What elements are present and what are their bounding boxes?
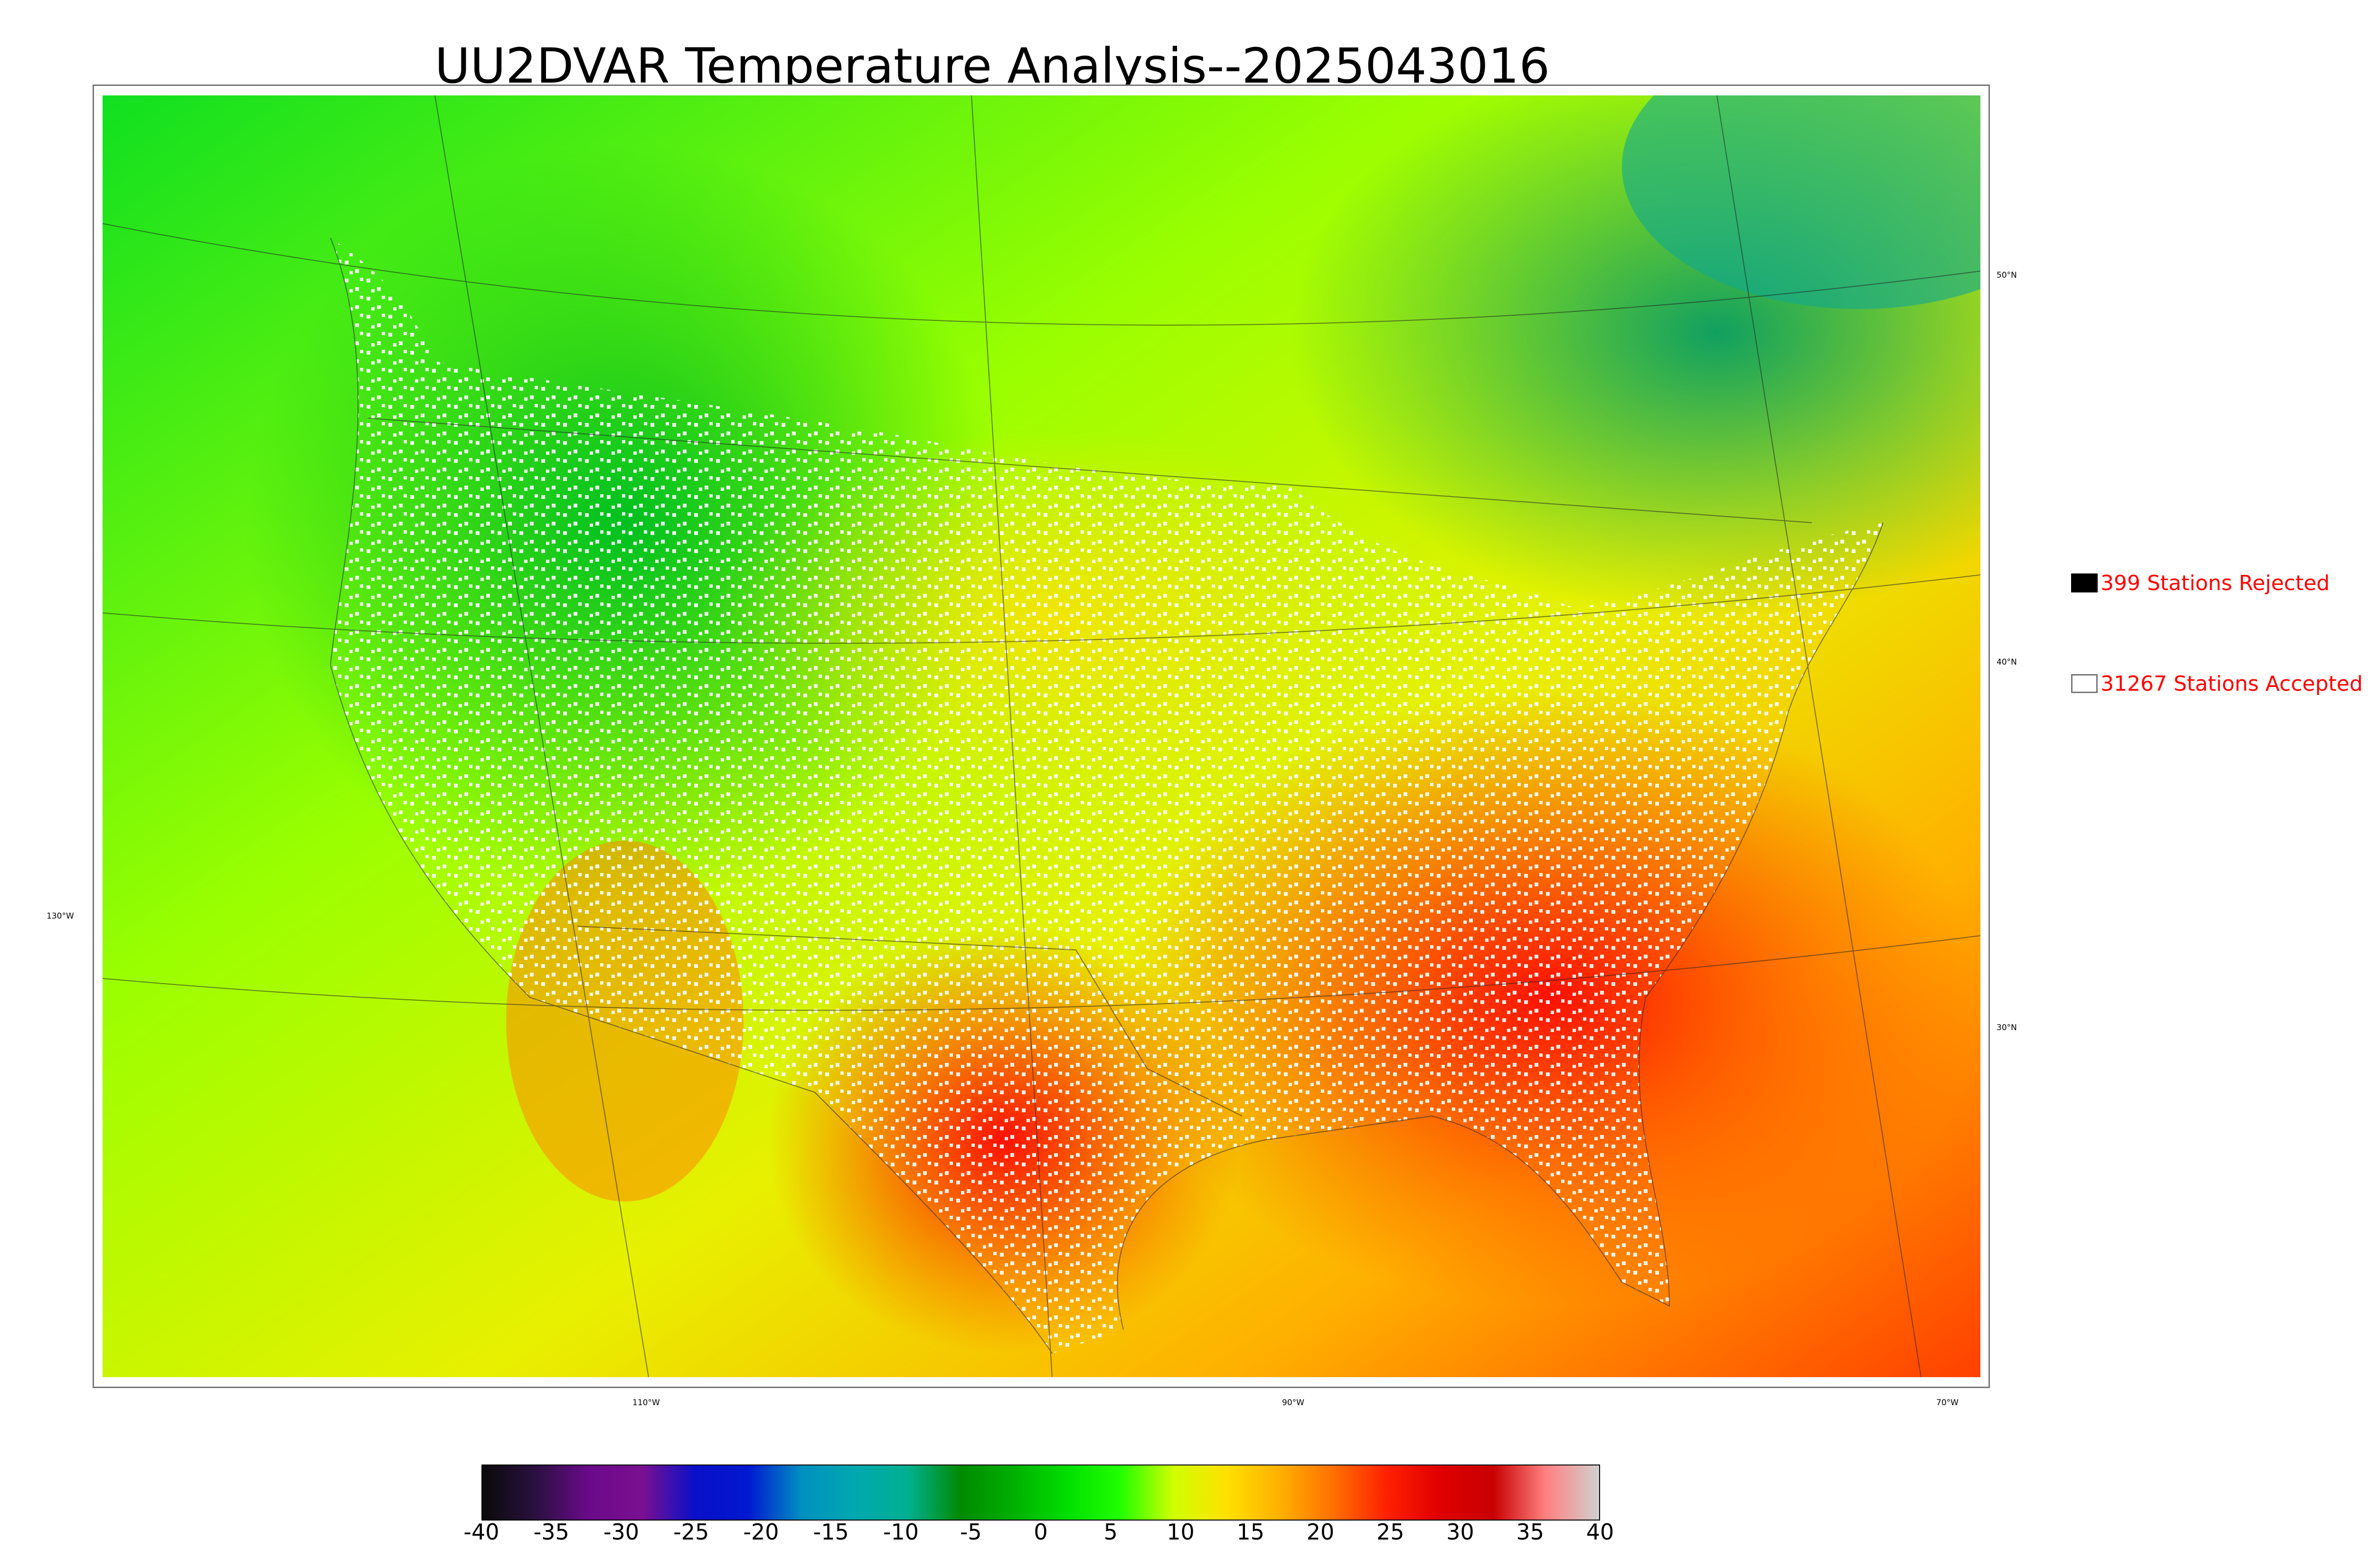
- legend-accepted: 31267 Stations Accepted: [2071, 671, 2363, 696]
- temperature-field: [103, 95, 1980, 1377]
- rejected-swatch: [2071, 573, 2098, 592]
- accepted-swatch: [2071, 674, 2098, 693]
- longitude-label-70w: 70°W: [1936, 1398, 1959, 1408]
- legend-accepted-label: 31267 Stations Accepted: [2101, 671, 2363, 696]
- longitude-label-90w: 90°W: [1282, 1398, 1304, 1408]
- longitude-label-110w: 110°W: [632, 1398, 660, 1408]
- temperature-map: [93, 85, 1990, 1388]
- colorbar-tick-label: -30: [603, 1519, 640, 1545]
- latitude-label-40n: 40°N: [1997, 657, 2017, 667]
- colorbar-tick-label: -20: [743, 1519, 779, 1545]
- colorbar-tick-label: -5: [960, 1519, 982, 1545]
- colorbar-tick-label: 10: [1167, 1519, 1195, 1545]
- colorbar-tick-label: 15: [1236, 1519, 1265, 1545]
- colorbar-tick-label: 0: [1034, 1519, 1048, 1545]
- colorbar-tick-label: -25: [673, 1519, 709, 1545]
- legend-rejected: 399 Stations Rejected: [2071, 571, 2330, 595]
- latitude-label-50n: 50°N: [1997, 271, 2017, 280]
- colorbar: [481, 1465, 1600, 1521]
- longitude-label-130w: 130°W: [47, 911, 74, 921]
- colorbar-labels: -40 -35 -30 -25 -20 -15 -10 -5 0 5 10 15 20 25 30 35 40: [0, 1519, 2374, 1548]
- colorbar-tick-label: -40: [463, 1519, 499, 1545]
- colorbar-tick-label: -10: [883, 1519, 919, 1545]
- colorbar-tick-label: 5: [1103, 1519, 1118, 1545]
- colorbar-tick-label: 40: [1586, 1519, 1614, 1545]
- colorbar-tick-label: -35: [533, 1519, 569, 1545]
- colorbar-tick-label: -15: [813, 1519, 849, 1545]
- colorbar-tick-label: 25: [1376, 1519, 1404, 1545]
- legend-rejected-label: 399 Stations Rejected: [2101, 571, 2330, 595]
- latitude-label-30n: 30°N: [1997, 1023, 2017, 1033]
- colorbar-tick-label: 20: [1306, 1519, 1335, 1545]
- colorbar-tick-label: 35: [1516, 1519, 1545, 1545]
- colorbar-tick-label: 30: [1446, 1519, 1474, 1545]
